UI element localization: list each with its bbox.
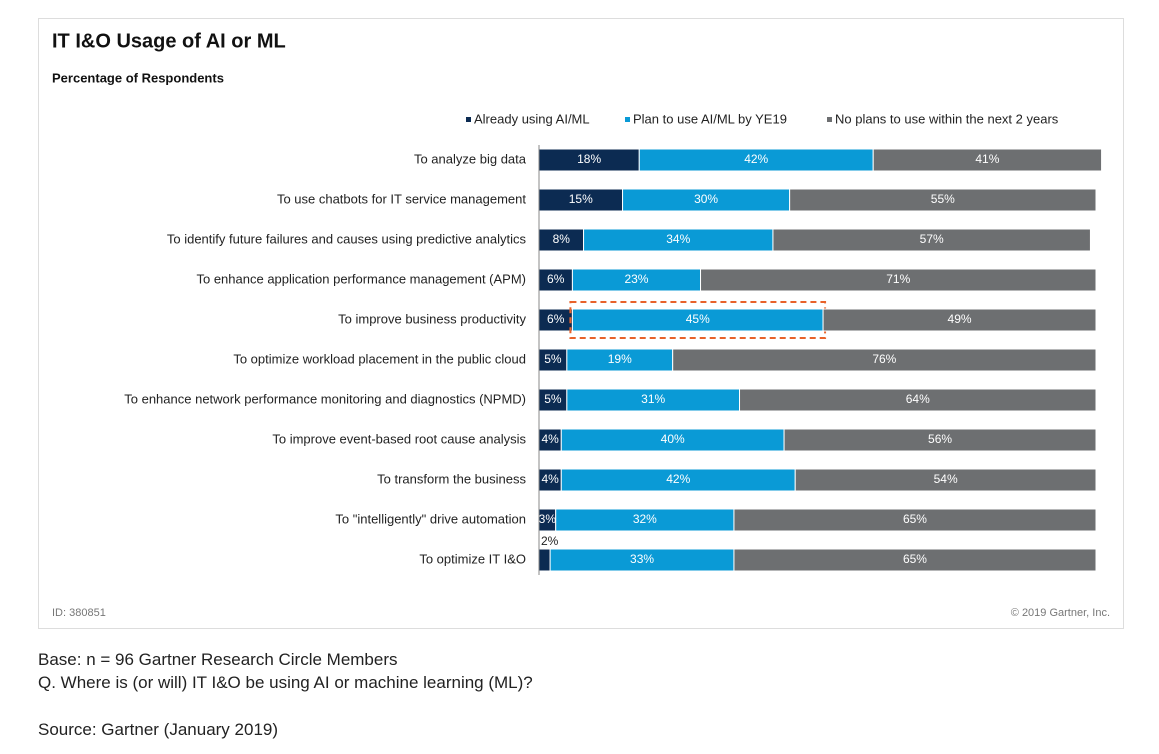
bar-segment bbox=[822, 308, 1097, 332]
value-label: 33% bbox=[630, 552, 654, 566]
value-label: 32% bbox=[633, 512, 657, 526]
value-label: 65% bbox=[903, 552, 927, 566]
legend-marker bbox=[625, 117, 630, 122]
value-label: 4% bbox=[541, 472, 559, 486]
bar-segment bbox=[538, 548, 551, 572]
category-label: To transform the business bbox=[377, 471, 526, 486]
value-label: 57% bbox=[920, 232, 944, 246]
bar-segment bbox=[733, 508, 1097, 532]
bar-segment bbox=[700, 268, 1097, 292]
value-label: 41% bbox=[975, 152, 999, 166]
bar-segment bbox=[794, 468, 1097, 492]
value-label: 42% bbox=[744, 152, 768, 166]
value-label: 64% bbox=[906, 392, 930, 406]
legend-label: No plans to use within the next 2 years bbox=[835, 111, 1059, 126]
legend-label: Plan to use AI/ML by YE19 bbox=[633, 111, 787, 126]
bar-segment bbox=[733, 548, 1097, 572]
chart: IT I&O Usage of AI or ML Percentage of R… bbox=[38, 18, 1124, 629]
category-label: To enhance network performance monitorin… bbox=[124, 391, 526, 406]
value-label: 45% bbox=[686, 312, 710, 326]
category-label: To improve event-based root cause analys… bbox=[272, 431, 526, 446]
value-label: 6% bbox=[547, 272, 565, 286]
value-label: 3% bbox=[539, 512, 557, 526]
note: Source: Gartner (January 2019) bbox=[38, 720, 279, 739]
category-label: To "intelligently" drive automation bbox=[335, 511, 526, 526]
note: Base: n = 96 Gartner Research Circle Mem… bbox=[38, 650, 398, 669]
chart-subtitle: Percentage of Respondents bbox=[52, 70, 224, 85]
legend-marker bbox=[827, 117, 832, 122]
bar-segment bbox=[789, 188, 1097, 212]
legend-label: Already using AI/ML bbox=[474, 111, 590, 126]
chart-title: IT I&O Usage of AI or ML bbox=[52, 30, 286, 52]
note: Q. Where is (or will) IT I&O be using AI… bbox=[38, 673, 533, 692]
legend-marker bbox=[466, 117, 471, 122]
category-label: To enhance application performance manag… bbox=[196, 271, 526, 286]
value-label: 4% bbox=[541, 432, 559, 446]
value-label: 71% bbox=[886, 272, 910, 286]
value-label: 56% bbox=[928, 432, 952, 446]
value-label: 65% bbox=[903, 512, 927, 526]
value-label: 8% bbox=[553, 232, 571, 246]
value-label: 5% bbox=[544, 352, 562, 366]
value-label: 31% bbox=[641, 392, 665, 406]
value-label: 23% bbox=[624, 272, 648, 286]
value-label: 19% bbox=[608, 352, 632, 366]
category-label: To identify future failures and causes u… bbox=[167, 231, 527, 246]
value-label: 5% bbox=[544, 392, 562, 406]
category-label: To optimize IT I&O bbox=[419, 551, 526, 566]
source-id: ID: 380851 bbox=[52, 607, 106, 619]
bar-segment bbox=[672, 348, 1097, 372]
category-label: To analyze big data bbox=[414, 151, 527, 166]
value-label: 55% bbox=[931, 192, 955, 206]
value-label: 42% bbox=[666, 472, 690, 486]
category-label: To optimize workload placement in the pu… bbox=[233, 351, 526, 366]
value-label: 49% bbox=[948, 312, 972, 326]
category-label: To improve business productivity bbox=[338, 311, 526, 326]
bar-segment bbox=[772, 228, 1091, 252]
value-label: 2% bbox=[541, 534, 559, 548]
value-label: 30% bbox=[694, 192, 718, 206]
value-label: 34% bbox=[666, 232, 690, 246]
value-label: 54% bbox=[934, 472, 958, 486]
bar-segment bbox=[872, 148, 1103, 172]
category-label: To use chatbots for IT service managemen… bbox=[277, 191, 526, 206]
value-label: 18% bbox=[577, 152, 601, 166]
value-label: 15% bbox=[569, 192, 593, 206]
bar-segment bbox=[739, 388, 1097, 412]
copyright: © 2019 Gartner, Inc. bbox=[1011, 607, 1110, 619]
value-label: 40% bbox=[661, 432, 685, 446]
value-label: 76% bbox=[872, 352, 896, 366]
bar-segment bbox=[783, 428, 1097, 452]
value-label: 6% bbox=[547, 312, 565, 326]
